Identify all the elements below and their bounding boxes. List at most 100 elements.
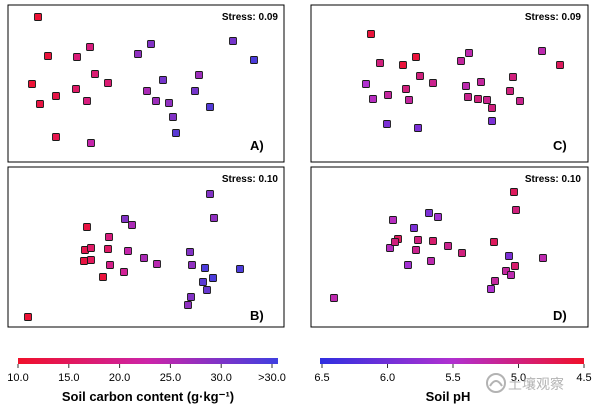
sample-point [444, 242, 452, 250]
sample-point [147, 40, 155, 48]
sample-point [250, 56, 258, 64]
sample-point [128, 221, 136, 229]
sample-point [188, 261, 196, 269]
sample-point [367, 30, 375, 38]
sample-point [199, 278, 207, 286]
panel-c-frame [310, 4, 589, 163]
sample-point [488, 117, 496, 125]
sample-point [429, 79, 437, 87]
sample-point [152, 97, 160, 105]
sample-point [465, 49, 473, 57]
sample-point [172, 129, 180, 137]
panel-d-stress: Stress: 0.10 [525, 174, 582, 185]
sample-point [236, 265, 244, 273]
carbon-tick-label: 10.0 [7, 372, 28, 384]
panel-c-points [362, 30, 564, 132]
sample-point [386, 244, 394, 252]
sample-point [86, 43, 94, 51]
carbon-legend-title: Soil carbon content (g·kg⁻¹) [62, 389, 234, 404]
sample-point [184, 301, 192, 309]
sample-point [402, 85, 410, 93]
sample-point [99, 273, 107, 281]
sample-point [87, 244, 95, 252]
sample-point [491, 277, 499, 285]
sample-point [83, 97, 91, 105]
panel-b-frame [7, 166, 285, 328]
sample-point [410, 224, 418, 232]
sample-point [511, 262, 519, 270]
panel-a-label: A) [250, 138, 264, 153]
sample-point [159, 76, 167, 84]
carbon-tick-label: 20.0 [109, 372, 130, 384]
sample-point [330, 294, 338, 302]
sample-point [169, 113, 177, 121]
sample-point [104, 245, 112, 253]
sample-point [165, 99, 173, 107]
sample-point [209, 274, 217, 282]
sample-point [140, 254, 148, 262]
sample-point [206, 103, 214, 111]
panel-b-points [24, 190, 244, 321]
carbon-tick-label: 15.0 [58, 372, 79, 384]
sample-point [206, 190, 214, 198]
sample-point [483, 96, 491, 104]
sample-point [487, 285, 495, 293]
sample-point [106, 261, 114, 269]
sample-point [457, 57, 465, 65]
carbon-tick-label: >30.0 [258, 372, 286, 384]
panel-d-points [330, 188, 547, 302]
carbon-tick-labels: 10.0 15.0 20.0 25.0 30.0 >30.0 [7, 364, 286, 384]
ph-legend-title: Soil pH [426, 389, 471, 404]
sample-point [412, 53, 420, 61]
sample-point [462, 82, 470, 90]
carbon-tick-label: 30.0 [210, 372, 231, 384]
watermark-logo-icon [486, 373, 506, 393]
sample-point [120, 268, 128, 276]
sample-point [405, 96, 413, 104]
sample-point [474, 95, 482, 103]
sample-point [427, 257, 435, 265]
sample-point [425, 209, 433, 217]
sample-point [488, 104, 496, 112]
panel-b-stress: Stress: 0.10 [222, 174, 279, 185]
ph-tick-label: 6.5 [314, 372, 329, 384]
sample-point [516, 97, 524, 105]
sample-point [203, 286, 211, 294]
sample-point [512, 206, 520, 214]
sample-point [389, 216, 397, 224]
ph-tick-labels: 6.5 6.0 5.5 5.0 4.5 [314, 364, 592, 384]
sample-point [121, 215, 129, 223]
sample-point [458, 249, 466, 257]
panel-a-points [28, 13, 258, 147]
sample-point [195, 71, 203, 79]
panel-c-stress: Stress: 0.09 [525, 12, 582, 23]
sample-point [34, 13, 42, 21]
sample-point [87, 256, 95, 264]
carbon-tick-label: 25.0 [160, 372, 181, 384]
sample-point [369, 95, 377, 103]
sample-point [153, 260, 161, 268]
sample-point [556, 61, 564, 69]
sample-point [36, 100, 44, 108]
sample-point [73, 53, 81, 61]
watermark: 土壤观察 [486, 373, 564, 393]
ph-tick-label: 5.5 [445, 372, 460, 384]
sample-point [187, 293, 195, 301]
sample-point [505, 252, 513, 260]
sample-point [72, 85, 80, 93]
sample-point [24, 313, 32, 321]
sample-point [143, 87, 151, 95]
sample-point [124, 247, 132, 255]
sample-point [477, 78, 485, 86]
panel-c-label: C) [553, 138, 567, 153]
ph-tick-label: 4.5 [576, 372, 591, 384]
panel-b-label: B) [250, 308, 264, 323]
panel-a-stress: Stress: 0.09 [222, 12, 279, 23]
carbon-color-bar [18, 358, 278, 364]
sample-point [80, 257, 88, 265]
sample-point [28, 80, 36, 88]
sample-point [210, 214, 218, 222]
sample-point [104, 79, 112, 87]
sample-point [539, 254, 547, 262]
